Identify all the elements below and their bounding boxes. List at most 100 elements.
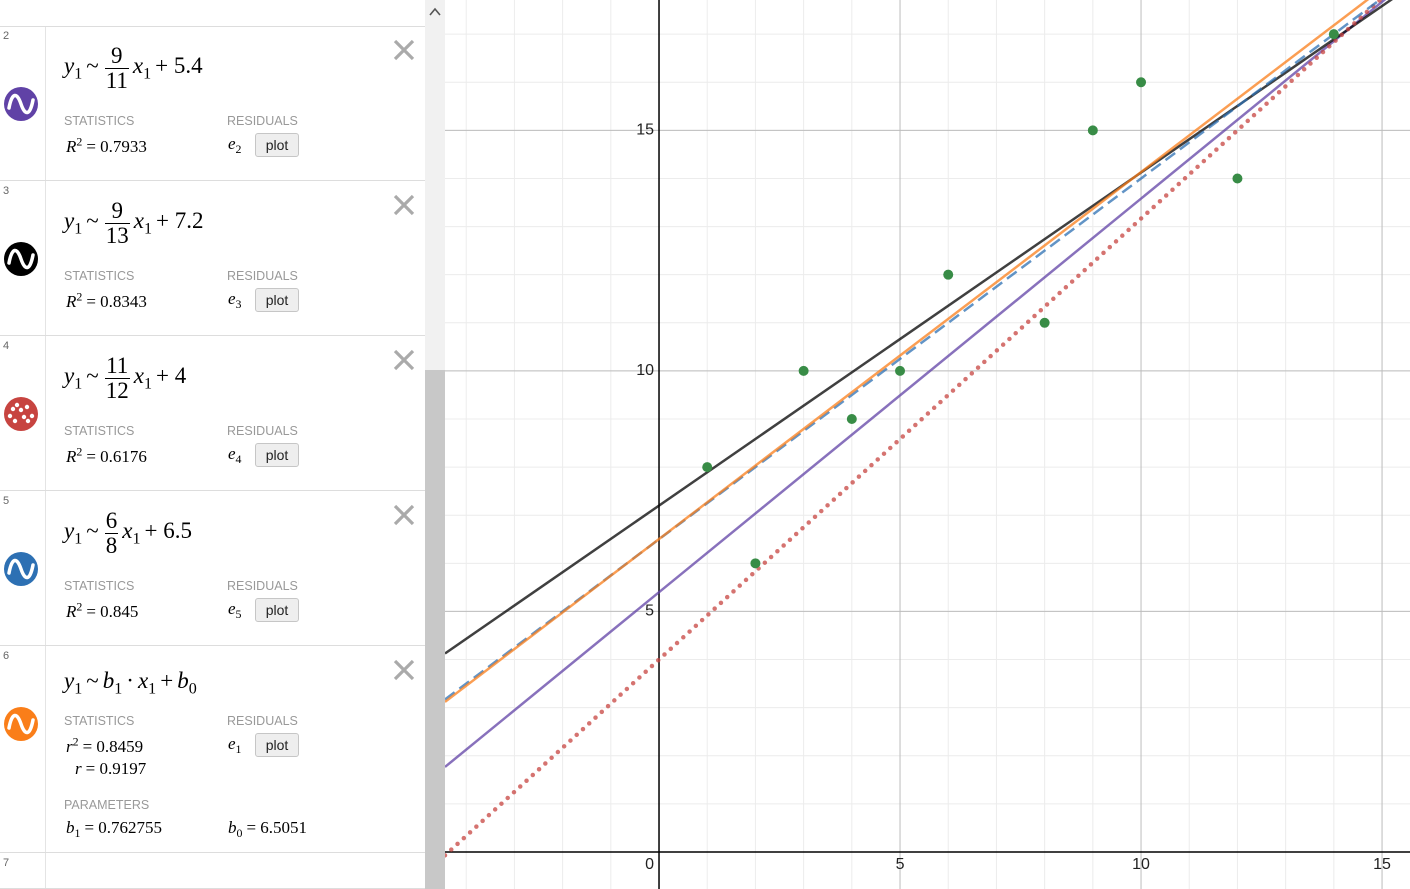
math-token: = 0.6176: [86, 447, 147, 466]
math-token: x1: [134, 208, 152, 238]
expression-number: 3: [3, 185, 10, 197]
delete-expression[interactable]: [392, 348, 416, 372]
token-text: y: [64, 518, 75, 544]
scroll-up-arrow[interactable]: [425, 0, 445, 24]
math-token: + 5.4: [155, 53, 202, 78]
subscript: 5: [235, 607, 242, 622]
expression-icon[interactable]: [3, 551, 39, 587]
x-tick-label: 5: [896, 856, 905, 873]
subscript: 1: [74, 220, 83, 238]
math-token: x1: [122, 518, 140, 548]
math-token: ~: [86, 668, 98, 693]
plot-button[interactable]: plot: [255, 133, 299, 157]
residuals-label: RESIDUALS: [227, 714, 298, 728]
math-token: = 0.8343: [86, 292, 147, 311]
regression-line: [445, 0, 1387, 768]
expression-card[interactable]: 7: [0, 853, 425, 889]
data-point: [943, 269, 954, 280]
math-token: R2: [66, 134, 82, 156]
subscript: 1: [74, 375, 83, 393]
delete-expression[interactable]: [392, 38, 416, 62]
statistics-label: STATISTICS: [64, 269, 135, 283]
expression-card[interactable]: 4 y1 ~11 12 x1 + 4 STATISTICS R2 = 0.6176 RESIDUA…: [0, 336, 425, 491]
plot-button[interactable]: plot: [255, 598, 299, 622]
subscript: 1: [74, 680, 83, 698]
math-token: b1: [103, 668, 123, 698]
plot-button[interactable]: plot: [255, 288, 299, 312]
numerator: 9: [104, 199, 130, 224]
expression-gutter: 7: [0, 853, 46, 888]
token-text: e: [228, 444, 236, 463]
expression-card[interactable]: 2 y1 ~9 11 x1 + 5.4 STATISTICS R2 = 0.7933 RESIDU…: [0, 26, 425, 181]
math-token: ~: [86, 363, 98, 388]
math-token: e4: [228, 444, 242, 466]
subscript: 1: [74, 65, 83, 83]
delete-expression[interactable]: [392, 193, 416, 217]
token-text: x: [133, 363, 144, 389]
math-token: ~: [86, 518, 98, 543]
token-text: + 4: [155, 363, 187, 389]
expression-number: 4: [3, 340, 10, 352]
graph-background: [445, 0, 1410, 889]
expression-icon[interactable]: [3, 706, 39, 742]
token-text: ~: [86, 668, 99, 693]
token-text: = 0.8343: [86, 291, 147, 311]
delete-expression[interactable]: [392, 658, 416, 682]
subscript: 1: [143, 220, 152, 238]
subscript: 0: [236, 826, 243, 841]
x-tick-label: 15: [1373, 856, 1391, 873]
token-text: ~: [86, 208, 99, 234]
token-text: y: [64, 53, 75, 79]
expression-card[interactable]: 3 y1 ~9 13 x1 + 7.2 STATISTICS R2 = 0.8343 RESIDU…: [0, 181, 425, 336]
expression-icon[interactable]: [3, 86, 39, 122]
expression-icon[interactable]: [3, 396, 39, 432]
scrollbar-thumb[interactable]: [425, 370, 445, 889]
delete-expression[interactable]: [392, 503, 416, 527]
expression-number: 7: [3, 857, 10, 869]
math-token: ·: [126, 668, 134, 693]
token-text: e: [228, 289, 236, 308]
scrollbar[interactable]: [425, 0, 445, 889]
token-text: r: [66, 736, 73, 756]
math-token: b0: [177, 668, 197, 698]
token-text: ·: [126, 668, 134, 693]
token-text: b: [177, 668, 189, 693]
expression-icon[interactable]: [3, 241, 39, 277]
expression-number: 5: [3, 495, 10, 507]
expression-card[interactable]: 6 y1 ~ b1 · x1 + b0 STATISTICS r2 = 0.8459 r = 0.919…: [0, 646, 425, 853]
y-tick-label: 15: [636, 122, 654, 139]
expression-panel: 2 y1 ~9 11 x1 + 5.4 STATISTICS R2 = 0.7933 RESIDU…: [0, 0, 425, 889]
token-text: e: [228, 599, 236, 618]
residuals-label: RESIDUALS: [227, 579, 298, 593]
math-token: = 0.845: [86, 602, 138, 621]
data-point: [1087, 125, 1098, 136]
token-text: y: [64, 208, 75, 234]
token-text: = 0.845: [86, 601, 139, 621]
subscript: 1: [143, 65, 152, 83]
plot-button[interactable]: plot: [255, 443, 299, 467]
expression-formula: y1 ~ b1 · x1 + b0: [64, 668, 201, 699]
data-point: [1232, 173, 1243, 184]
token-text: + 6.5: [144, 518, 192, 544]
statistic: R2 = 0.845: [66, 599, 142, 622]
regression-line: [445, 0, 1370, 703]
plot-button[interactable]: plot: [255, 733, 299, 757]
math-token: x1: [138, 668, 156, 698]
token-text: ~: [86, 363, 99, 389]
token-text: r: [75, 759, 82, 778]
math-token: ~: [86, 208, 98, 233]
math-token: b0: [228, 818, 243, 841]
data-point: [702, 462, 713, 473]
expression-card[interactable]: 5 y1 ~6 8 x1 + 6.5 STATISTICS R2 = 0.845 RESIDUAL…: [0, 491, 425, 646]
denominator: 11: [105, 68, 128, 93]
math-token: R2: [66, 289, 82, 311]
panel-top-bar: [0, 0, 425, 27]
residual-variable: e1: [228, 734, 246, 757]
token-text: e: [228, 734, 236, 753]
token-text: + 5.4: [155, 53, 203, 79]
numerator: 9: [104, 44, 129, 69]
math-token: + 6.5: [144, 518, 191, 543]
parameters-label: PARAMETERS: [64, 798, 150, 812]
y-tick-label: 5: [645, 603, 654, 620]
